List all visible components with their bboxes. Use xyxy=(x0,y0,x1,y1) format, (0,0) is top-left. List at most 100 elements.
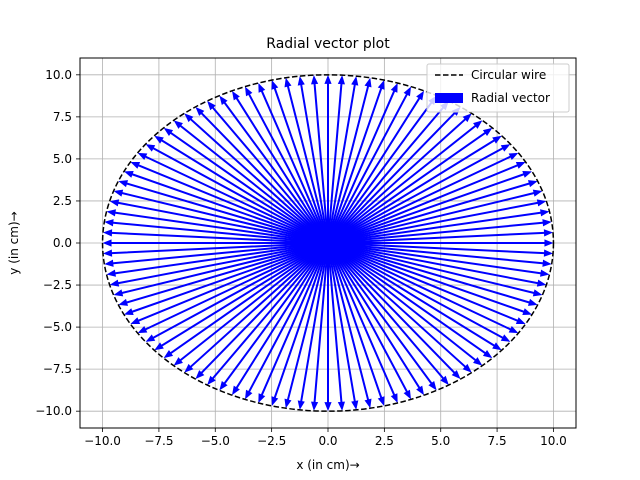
radial-vector-arrow xyxy=(327,242,511,342)
radial-vector-arrow xyxy=(327,77,372,244)
radial-vector-arrow xyxy=(145,242,329,342)
radial-vector-arrow xyxy=(327,95,437,244)
y-tick-label-0: −10.0 xyxy=(35,404,72,418)
radial-vector-arrow xyxy=(163,242,329,359)
radial-vector-arrow xyxy=(137,152,329,244)
y-tick-label-5: 2.5 xyxy=(53,194,72,208)
radial-vector-arrow xyxy=(327,144,511,244)
radial-vector-arrow xyxy=(327,242,437,391)
radial-vector-arrow xyxy=(173,120,329,244)
x-tick-label-1: −7.5 xyxy=(144,434,173,448)
radial-vector-arrow xyxy=(124,242,329,316)
radial-vector-arrow xyxy=(284,77,329,244)
radial-vector-arrow xyxy=(327,86,411,244)
x-tick-label-8: 10.0 xyxy=(540,434,567,448)
x-tick-label-7: 7.5 xyxy=(488,434,507,448)
radial-vector-arrow xyxy=(327,242,461,380)
radial-vector-arrow xyxy=(258,83,329,244)
radial-vector-arrow xyxy=(104,219,329,244)
radial-vector-arrow xyxy=(327,152,519,244)
radial-vector-arrow xyxy=(137,242,329,334)
y-tick-label-3: −2.5 xyxy=(43,278,72,292)
x-tick-label-5: 2.5 xyxy=(375,434,394,448)
radial-vector-arrow xyxy=(184,113,329,244)
radial-vector-arrow xyxy=(163,127,329,244)
radial-vector-arrow xyxy=(328,239,554,247)
y-tick-label-2: −5.0 xyxy=(43,320,72,334)
legend-swatch-radial-vector xyxy=(435,93,463,103)
radial-vector-arrow xyxy=(327,242,385,406)
radial-vector-arrow xyxy=(324,74,332,243)
radial-vector-arrow xyxy=(327,242,424,396)
radial-vector-arrow xyxy=(327,242,411,400)
radial-vector-arrow xyxy=(109,199,329,244)
radial-vector-arrow xyxy=(327,106,461,244)
y-tick-label-8: 10.0 xyxy=(45,68,72,82)
radial-vector-arrow xyxy=(195,106,329,244)
radial-vector-arrow xyxy=(232,90,329,244)
radial-vector-arrow xyxy=(245,242,329,400)
radial-vector-arrow xyxy=(219,95,329,244)
radial-vector-arrow xyxy=(327,113,472,244)
radial-vector-arrow xyxy=(102,229,329,244)
x-axis-label: x (in cm)→ xyxy=(296,458,359,472)
radial-vector-arrow xyxy=(327,161,526,244)
radial-vector-arrow xyxy=(102,239,328,247)
x-tick-label-2: −5.0 xyxy=(201,434,230,448)
ticks: −10.0 −7.5 −5.0 −2.5 0.0 2.5 5.0 7.5 10.0 −10.0 −7… xyxy=(35,68,567,448)
radial-vector-arrow xyxy=(154,135,329,244)
radial-vector-arrow xyxy=(327,242,345,411)
radial-vector-arrow xyxy=(327,242,543,297)
radial-vector-arrow xyxy=(327,242,472,373)
radial-vector-arrow xyxy=(327,127,493,244)
chart-title: Radial vector plot xyxy=(266,36,390,52)
radial-vector-arrow xyxy=(327,209,550,244)
radial-vector-arrow xyxy=(130,242,329,325)
radial-vector-arrow xyxy=(327,242,483,366)
radial-vector-arrow xyxy=(195,242,329,380)
x-tick-label-3: −2.5 xyxy=(257,434,286,448)
radial-vector-arrow xyxy=(327,189,543,244)
radial-vector-arrow xyxy=(327,242,398,403)
radial-vector-arrow xyxy=(207,101,329,244)
radial-vector-arrow xyxy=(327,170,532,244)
legend: Circular wire Radial vector xyxy=(426,63,570,113)
radial-vector-arrow xyxy=(327,219,552,244)
radial-vector-arrow xyxy=(327,135,502,244)
radial-vector-arrow xyxy=(327,90,424,244)
plot-area xyxy=(101,74,555,412)
y-tick-label-1: −7.5 xyxy=(43,362,72,376)
radial-vector-arrow xyxy=(219,242,329,391)
radial-vector-arrow xyxy=(173,242,329,366)
y-axis-label: y (in cm)→ xyxy=(7,211,21,274)
radial-vector-arrow xyxy=(109,242,329,287)
radial-vector-arrow xyxy=(118,242,329,306)
radial-vector-arrow xyxy=(327,242,372,409)
radial-vector-arrow xyxy=(130,161,329,244)
radial-vector-arrow xyxy=(145,144,329,244)
radial-vector-arrow xyxy=(327,80,385,244)
radial-vector-arrow xyxy=(271,80,329,244)
radial-vector-arrow xyxy=(327,242,547,287)
radial-vector-arrow xyxy=(327,229,554,244)
radial-vector-arrow xyxy=(232,242,329,396)
radial-vector-arrow xyxy=(102,242,329,257)
radial-vector-arrow xyxy=(154,242,329,351)
radial-vector-arrow xyxy=(327,242,526,325)
legend-label-circular-wire: Circular wire xyxy=(471,68,546,82)
radial-vector-arrow xyxy=(113,189,329,244)
radial-vector-arrow xyxy=(311,242,329,411)
y-tick-label-6: 5.0 xyxy=(53,152,72,166)
radial-vector-arrow xyxy=(258,242,329,403)
radial-vector-arrow xyxy=(327,242,493,359)
radial-vector-arrow xyxy=(284,242,329,409)
legend-label-radial-vector: Radial vector xyxy=(471,91,550,105)
radial-vector-arrow xyxy=(113,242,329,297)
radial-vector-arrow xyxy=(327,101,449,244)
radial-vector-arrow xyxy=(327,76,359,244)
radial-vector-arrow xyxy=(327,242,519,334)
radial-vector-arrow xyxy=(327,242,502,351)
radial-vector-arrow xyxy=(104,242,329,267)
x-tick-label-6: 5.0 xyxy=(431,434,450,448)
